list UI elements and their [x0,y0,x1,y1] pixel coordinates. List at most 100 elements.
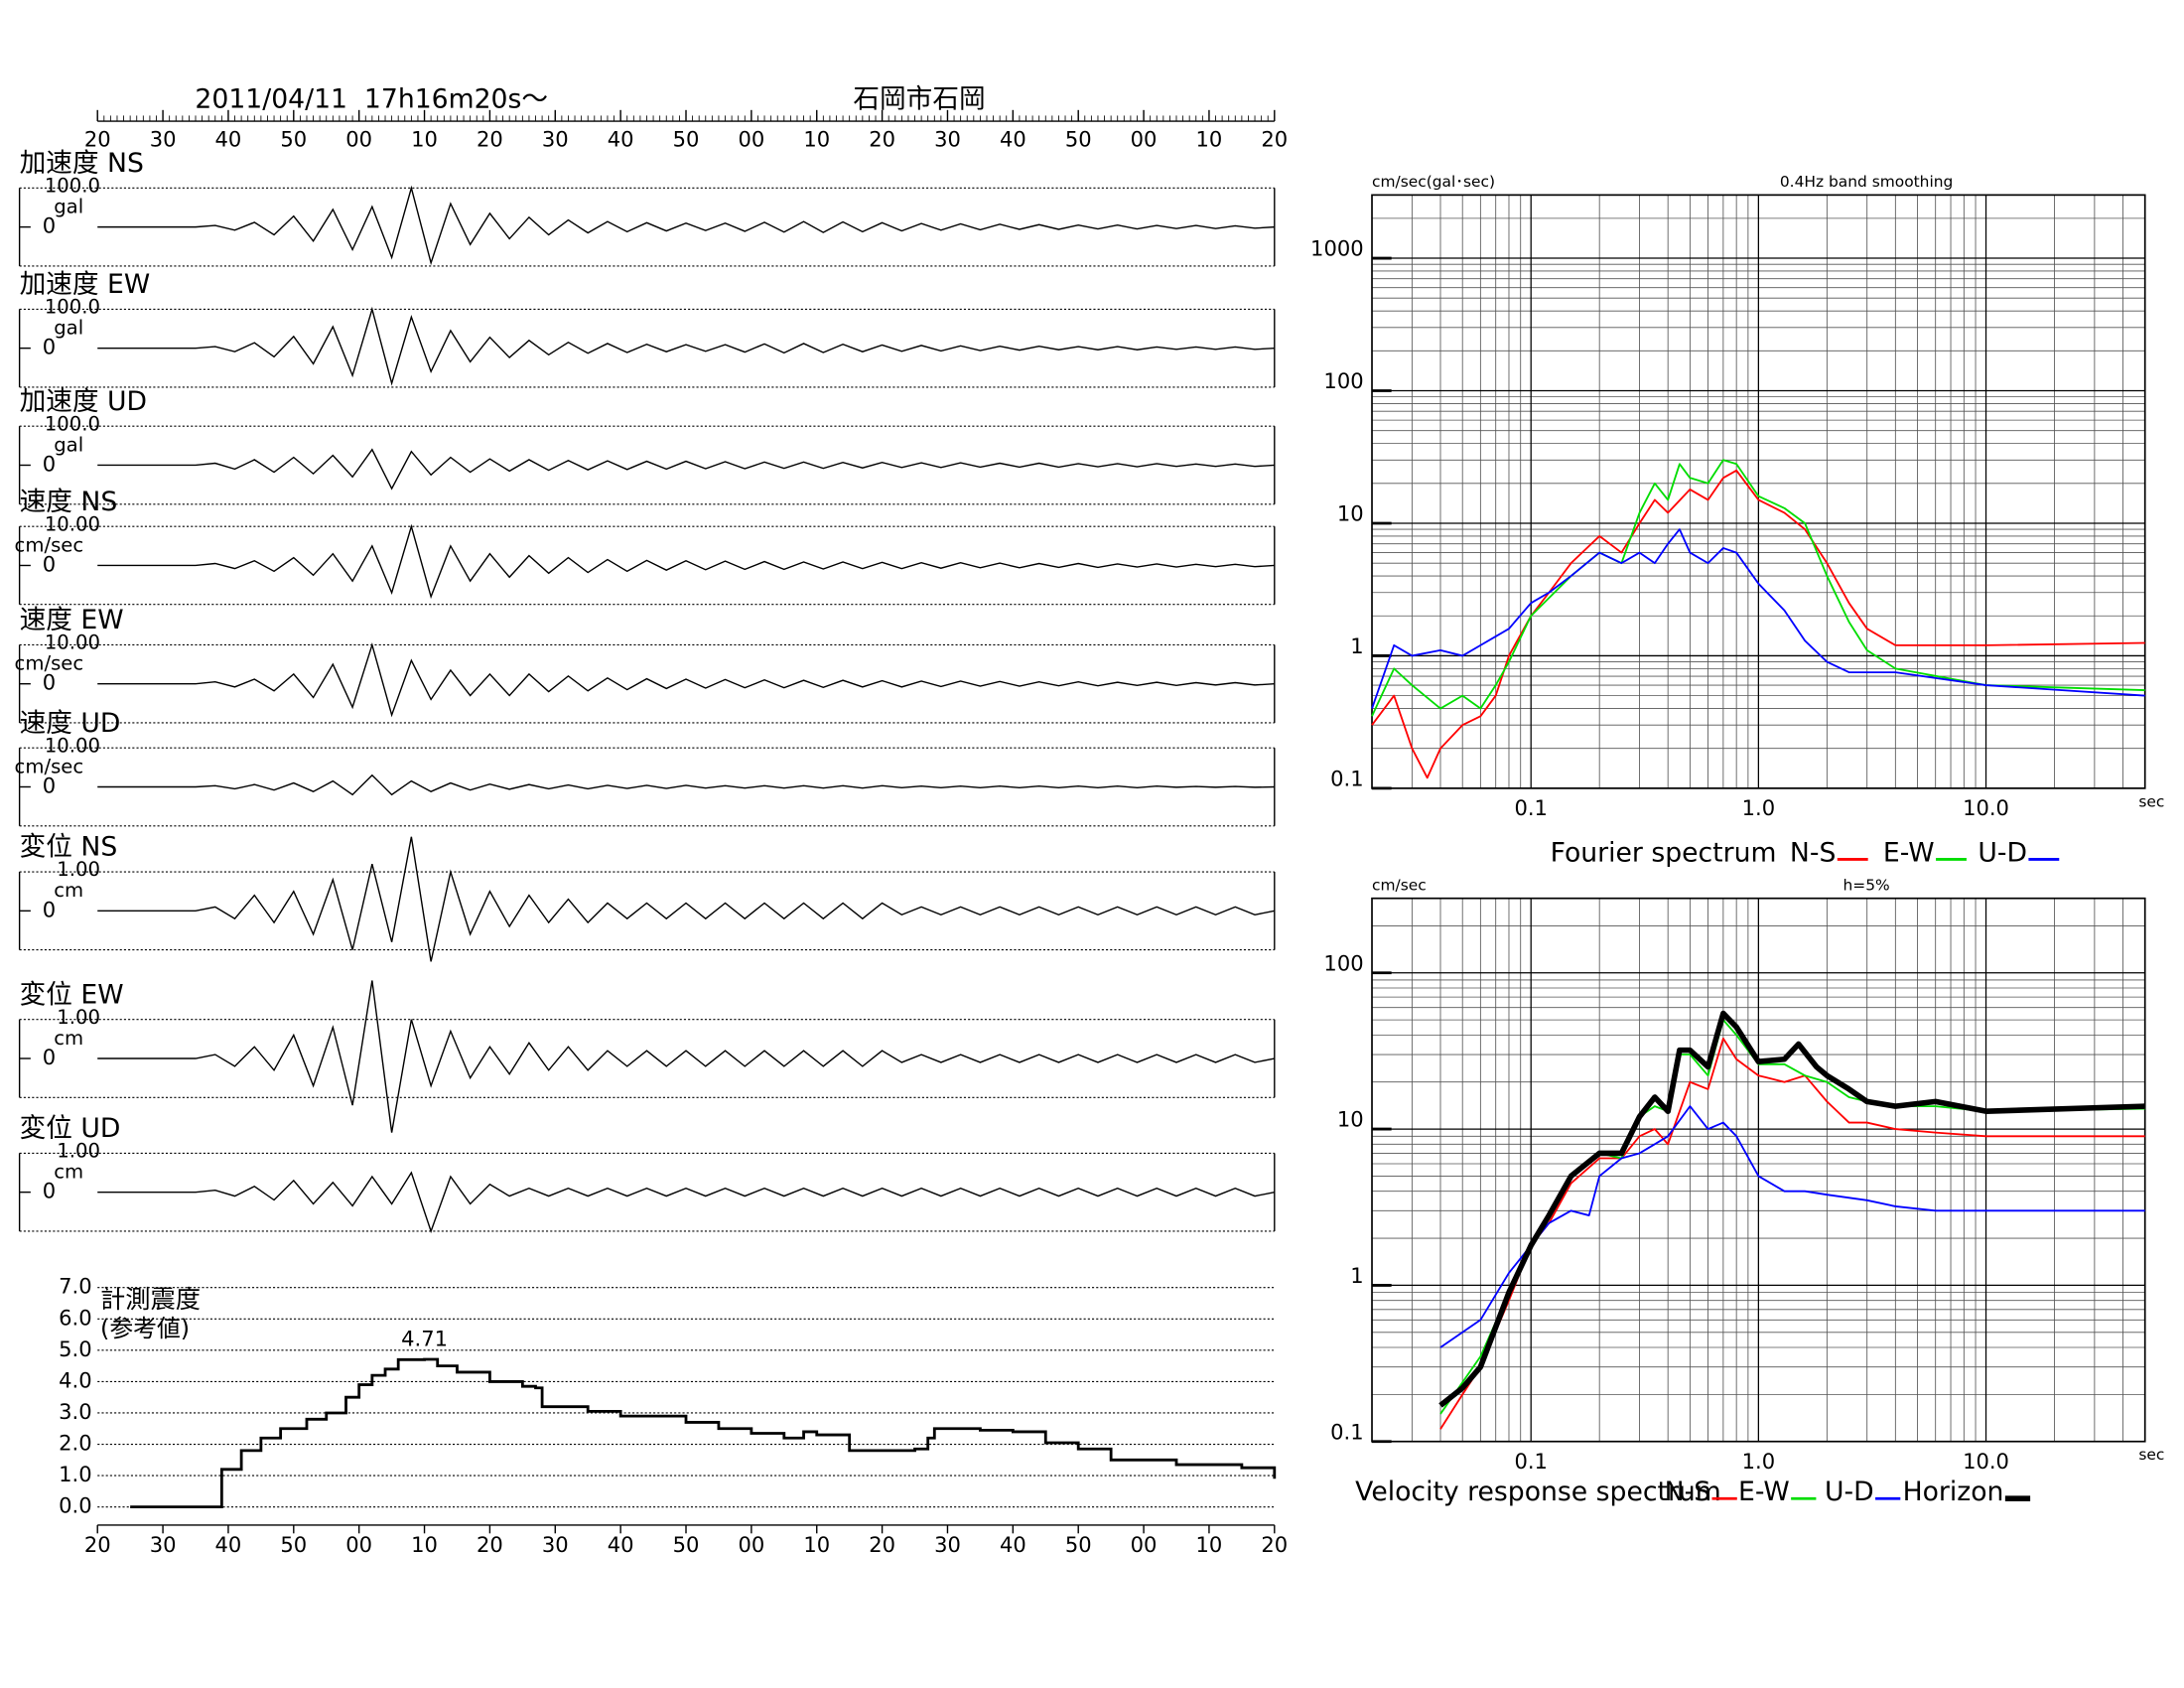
x-tick-label: 0.1 [1514,1449,1547,1474]
trace-label: 加速度 NS [20,148,144,179]
x-tick-label: 00 [345,1532,372,1557]
time-tick-label: 30 [150,127,177,152]
x-unit: sec [2138,792,2164,810]
trace-label: 変位 NS [20,832,118,863]
y-tick-label: 10.00 [45,734,100,757]
time-tick-label: 50 [280,127,307,152]
trace-unit: cm [54,1161,83,1184]
x-tick-label: 1.0 [1742,795,1775,820]
time-tick-label: 10 [803,127,830,152]
time-tick-label: 50 [673,127,700,152]
y-tick-label: 2.0 [59,1431,91,1456]
x-tick-label: 50 [1065,1532,1092,1557]
waveform-trace [97,1171,1275,1234]
legend-label: N-S [1790,837,1836,868]
spectrum-line [1371,528,2145,709]
spectrum-title: h=5% [1843,877,1890,895]
legend-label: U-D [1978,837,2027,868]
time-tick-label: 30 [542,127,569,152]
trace-label: 加速度 EW [20,269,151,300]
y-tick-label: 7.0 [59,1274,91,1299]
time-tick-label: 10 [411,127,438,152]
x-tick-label: 20 [477,1532,503,1557]
x-tick-label: 40 [1000,1532,1026,1557]
y-tick-label: 10 [1337,501,1364,526]
x-unit: sec [2138,1446,2164,1464]
y-tick-label: 100.0 [45,295,100,318]
x-tick-label: 30 [150,1532,177,1557]
legend-label: U-D [1825,1477,1874,1507]
y-tick-label: 1.0 [59,1462,91,1486]
x-tick-label: 0.1 [1514,795,1547,820]
y-unit: cm/sec [1372,877,1427,895]
y-tick-label: 0.0 [59,1493,91,1518]
y-tick-label: 0.1 [1330,766,1363,790]
trace-label: 加速度 UD [20,386,147,417]
x-tick-label: 10.0 [1963,1449,2009,1474]
y-tick-label: 0 [43,213,56,238]
spectrum-line [1371,469,2145,779]
spectrum-line [1439,1105,2145,1348]
spectrum-title: 0.4Hz band smoothing [1780,173,1953,191]
y-tick-label: 10.00 [45,632,100,654]
x-tick-label: 20 [869,1532,895,1557]
intensity-sublabel: (参考値) [100,1315,190,1342]
intensity-label: 計測震度 [100,1285,201,1314]
y-tick-label: 100 [1323,950,1363,975]
x-tick-label: 00 [738,1532,764,1557]
legend-label: E-W [1738,1477,1790,1507]
time-tick-label: 40 [1000,127,1026,152]
y-tick-label: 0 [43,551,56,576]
waveform-trace [97,448,1275,491]
y-tick-label: 100.0 [45,412,100,435]
trace-unit: cm/sec [15,533,84,556]
time-tick-label: 30 [934,127,961,152]
peak-label: 4.71 [401,1326,448,1350]
trace-unit: gal [54,433,83,456]
legend-label: Horizon [1903,1477,2004,1507]
x-tick-label: 50 [673,1532,700,1557]
x-tick-label: 40 [608,1532,634,1557]
x-tick-label: 40 [215,1532,242,1557]
y-tick-label: 10 [1337,1107,1364,1132]
y-tick-label: 1.00 [57,1006,100,1029]
y-tick-label: 5.0 [59,1336,91,1361]
legend-label: N-S [1665,1477,1710,1507]
y-tick-label: 1 [1350,633,1363,658]
x-tick-label: 10 [803,1532,830,1557]
trace-unit: cm/sec [15,652,84,675]
x-tick-label: 1.0 [1742,1449,1775,1474]
trace-unit: cm [54,1027,83,1050]
waveform-trace [97,980,1275,1133]
trace-label: 変位 EW [20,979,124,1010]
x-tick-label: 10 [411,1532,438,1557]
y-unit: cm/sec(gal･sec) [1372,173,1495,191]
trace-label: 速度 UD [20,708,121,739]
legend-label: E-W [1883,837,1935,868]
trace-unit: gal [54,195,83,217]
time-tick-label: 10 [1196,127,1223,152]
x-tick-label: 20 [84,1532,111,1557]
x-tick-label: 10.0 [1963,795,2009,820]
y-tick-label: 3.0 [59,1399,91,1424]
waveform-trace [97,641,1275,718]
x-tick-label: 00 [1131,1532,1158,1557]
y-tick-label: 0 [43,451,56,476]
x-tick-label: 10 [1196,1532,1223,1557]
time-tick-label: 50 [1065,127,1092,152]
y-tick-label: 1.00 [57,1139,100,1162]
y-tick-label: 1000 [1310,236,1364,261]
legend-title: Fourier spectrum [1551,837,1777,868]
y-tick-label: 0.1 [1330,1419,1363,1444]
x-tick-label: 50 [280,1532,307,1557]
y-tick-label: 4.0 [59,1367,91,1392]
plot-frame [1371,194,2146,789]
y-tick-label: 0 [43,335,56,359]
legend-title: Velocity response spectrum [1355,1477,1721,1507]
time-tick-label: 20 [84,127,111,152]
waveform-trace [97,185,1275,266]
waveform-trace [97,774,1275,796]
y-tick-label: 10.00 [45,512,100,535]
time-tick-label: 20 [477,127,503,152]
